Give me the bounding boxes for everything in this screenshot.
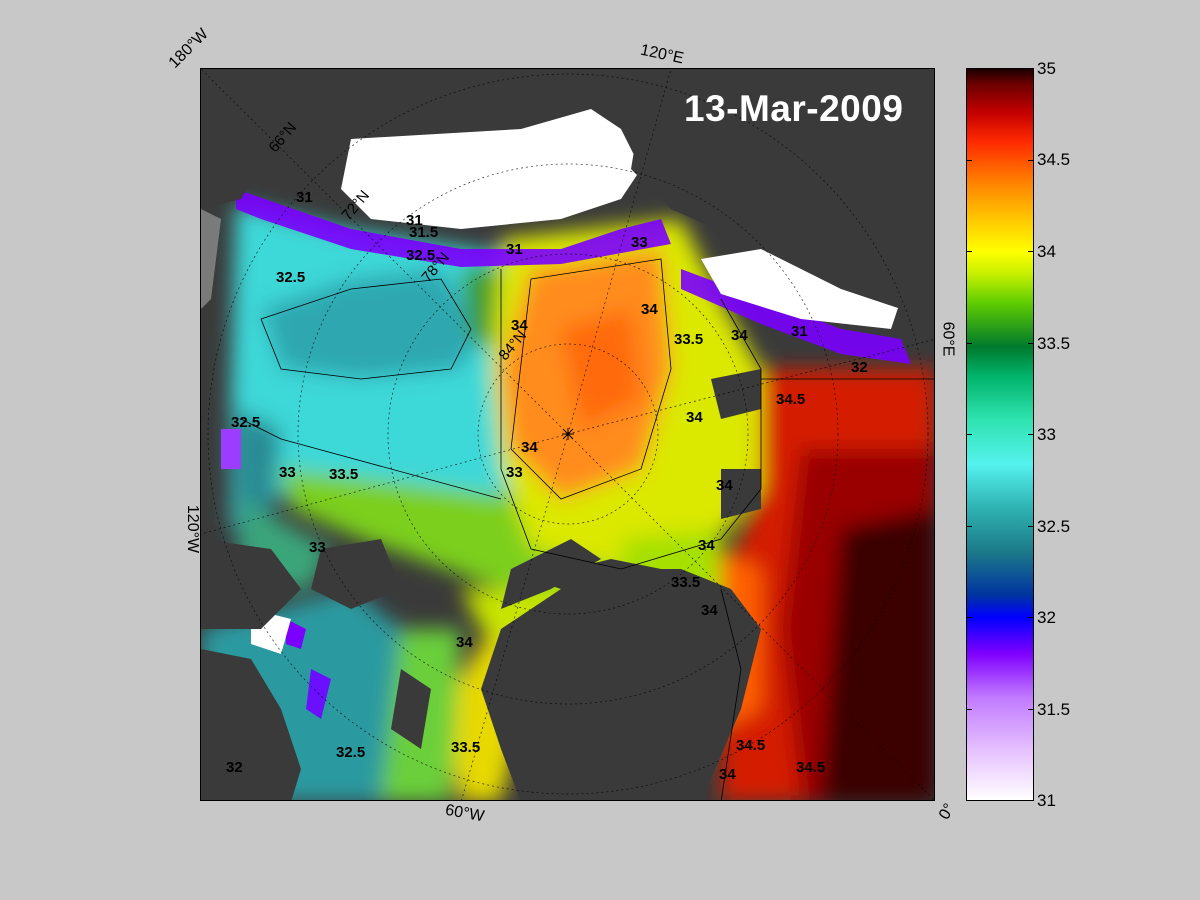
arctic-islands (711, 369, 761, 419)
low-salinity-patch (221, 429, 241, 469)
salinity-map: 31 31 31.5 31 32.5 32.5 34 33 34 33.5 34… (200, 68, 935, 801)
sea-ice (701, 249, 901, 329)
contour-label: 34 (456, 634, 473, 651)
colorbar-tickmark (1028, 709, 1034, 710)
contour-label: 32.5 (231, 414, 261, 431)
contour-label: 34 (686, 409, 703, 426)
colorbar-tickmark (966, 251, 972, 252)
colorbar-tick: 34.5 (1037, 150, 1071, 169)
colorbar-tick: 32 (1037, 608, 1056, 627)
contour-label: 34 (698, 537, 715, 554)
contour-label: 32.5 (406, 247, 436, 264)
contour-label: 34 (716, 477, 733, 494)
contour-label: 31 (296, 189, 313, 206)
contour-label: 33 (506, 464, 523, 481)
contour-label: 33 (631, 234, 648, 251)
low-salinity-band (236, 189, 671, 267)
sea-ice (341, 109, 641, 229)
contour-label: 33 (309, 539, 326, 556)
lon-label-0: 0° (936, 800, 959, 823)
contour-label: 33.5 (674, 331, 704, 348)
contour-label: 34 (521, 439, 538, 456)
colorbar-tick: 33.5 (1037, 334, 1071, 353)
colorbar-tick: 31 (1037, 791, 1056, 810)
colorbar-tick: 34 (1037, 242, 1056, 261)
colorbar-tick: 35 (1037, 59, 1056, 78)
contour-label: 31.5 (409, 224, 439, 241)
colorbar-tickmark (966, 709, 972, 710)
canada-land (201, 649, 301, 800)
lon-label-120e: 120°E (638, 41, 686, 68)
contour-label: 33.5 (671, 574, 701, 591)
contour-label: 33 (279, 464, 296, 481)
contour-label: 32.5 (276, 269, 306, 286)
contour-label: 31 (791, 323, 808, 340)
contour-label: 34.5 (776, 391, 806, 408)
contour-label: 32 (851, 359, 868, 376)
colorbar-tickmark (1028, 434, 1034, 435)
low-salinity-patch (286, 619, 306, 649)
contour-label: 33.5 (329, 466, 359, 483)
contour-label: 34 (641, 301, 658, 318)
colorbar-tickmark (966, 526, 972, 527)
colorbar-tickmark (1028, 343, 1034, 344)
contour-label: 34 (701, 602, 718, 619)
lon-label-60e: 60°E (939, 321, 957, 357)
map-graphic (201, 69, 934, 800)
canada-land (201, 539, 301, 629)
arctic-islands (391, 669, 431, 749)
colorbar-tick: 31.5 (1037, 700, 1071, 719)
colorbar-tickmark (1028, 251, 1034, 252)
contour-label: 34 (719, 766, 736, 783)
arctic-islands (721, 469, 761, 519)
contour-label: 34 (511, 317, 528, 334)
colorbar-tickmark (1028, 160, 1034, 161)
contour-label: 34 (731, 327, 748, 344)
contours (240, 258, 934, 800)
colorbar-tickmark (966, 434, 972, 435)
contour-label: 34.5 (736, 737, 766, 754)
colorbar-tickmark (966, 160, 972, 161)
contour-label: 34.5 (796, 759, 826, 776)
lon-label-180w: 180°W (165, 25, 212, 72)
land-patch (201, 209, 221, 309)
siberia-land (201, 69, 401, 209)
north-pole-marker (562, 428, 574, 440)
colorbar-tickmark (1028, 526, 1034, 527)
arctic-islands (311, 539, 401, 609)
colorbar-tick: 32.5 (1037, 517, 1071, 536)
colorbar (966, 68, 1034, 801)
contour-label: 31 (406, 212, 423, 229)
eurasia-land (631, 69, 934, 309)
contour-label: 31 (506, 241, 523, 258)
contour-label: 32 (226, 759, 243, 776)
contour-label: 33.5 (451, 739, 481, 756)
greenland-land (481, 569, 761, 800)
graticule (201, 69, 934, 800)
colorbar-tickmark (1028, 617, 1034, 618)
contour-label: 32.5 (336, 744, 366, 761)
colorbar-tick: 33 (1037, 425, 1056, 444)
colorbar-tickmark (966, 617, 972, 618)
lon-label-120w: 120°W (184, 504, 202, 554)
date-label: 13-Mar-2009 (684, 88, 904, 129)
colorbar-tickmark (966, 343, 972, 344)
lon-label-60w: 60°W (443, 801, 486, 826)
